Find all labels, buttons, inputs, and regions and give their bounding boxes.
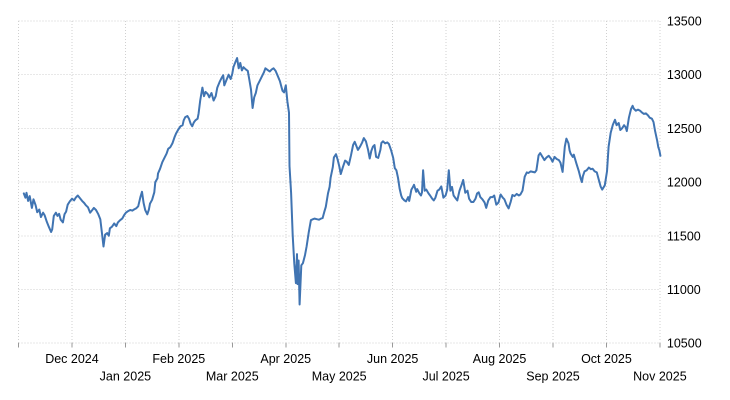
x-axis-label: Aug 2025 [473, 352, 527, 366]
x-axis-label: Oct 2025 [581, 352, 632, 366]
tick-layer [18, 343, 661, 348]
x-axis-label: Sep 2025 [526, 370, 580, 384]
x-axis-label: Jun 2025 [367, 352, 418, 366]
series-layer [22, 57, 662, 306]
x-axis-label: Nov 2025 [633, 370, 687, 384]
label-layer: 13500 13000 12500 12000 11500 11000 10500 Dec 2… [45, 15, 702, 384]
y-axis-label: 11000 [667, 283, 701, 297]
x-axis-label: Jul 2025 [422, 370, 469, 384]
x-axis-label: May 2025 [312, 370, 367, 384]
x-axis-label: Jan 2025 [100, 370, 151, 384]
series-line [22, 57, 662, 306]
x-axis-label: Feb 2025 [152, 352, 205, 366]
y-axis-label: 12500 [667, 122, 702, 136]
x-axis-label: Apr 2025 [260, 352, 311, 366]
x-axis-label: Mar 2025 [206, 370, 259, 384]
y-axis-label: 11500 [667, 229, 701, 243]
y-axis-label: 12000 [667, 176, 702, 190]
y-axis-label: 10500 [667, 337, 702, 351]
y-axis-label: 13500 [667, 15, 702, 29]
plot-area[interactable] [19, 21, 660, 343]
y-axis-label: 13000 [667, 68, 702, 82]
x-axis-label: Dec 2024 [45, 352, 99, 366]
